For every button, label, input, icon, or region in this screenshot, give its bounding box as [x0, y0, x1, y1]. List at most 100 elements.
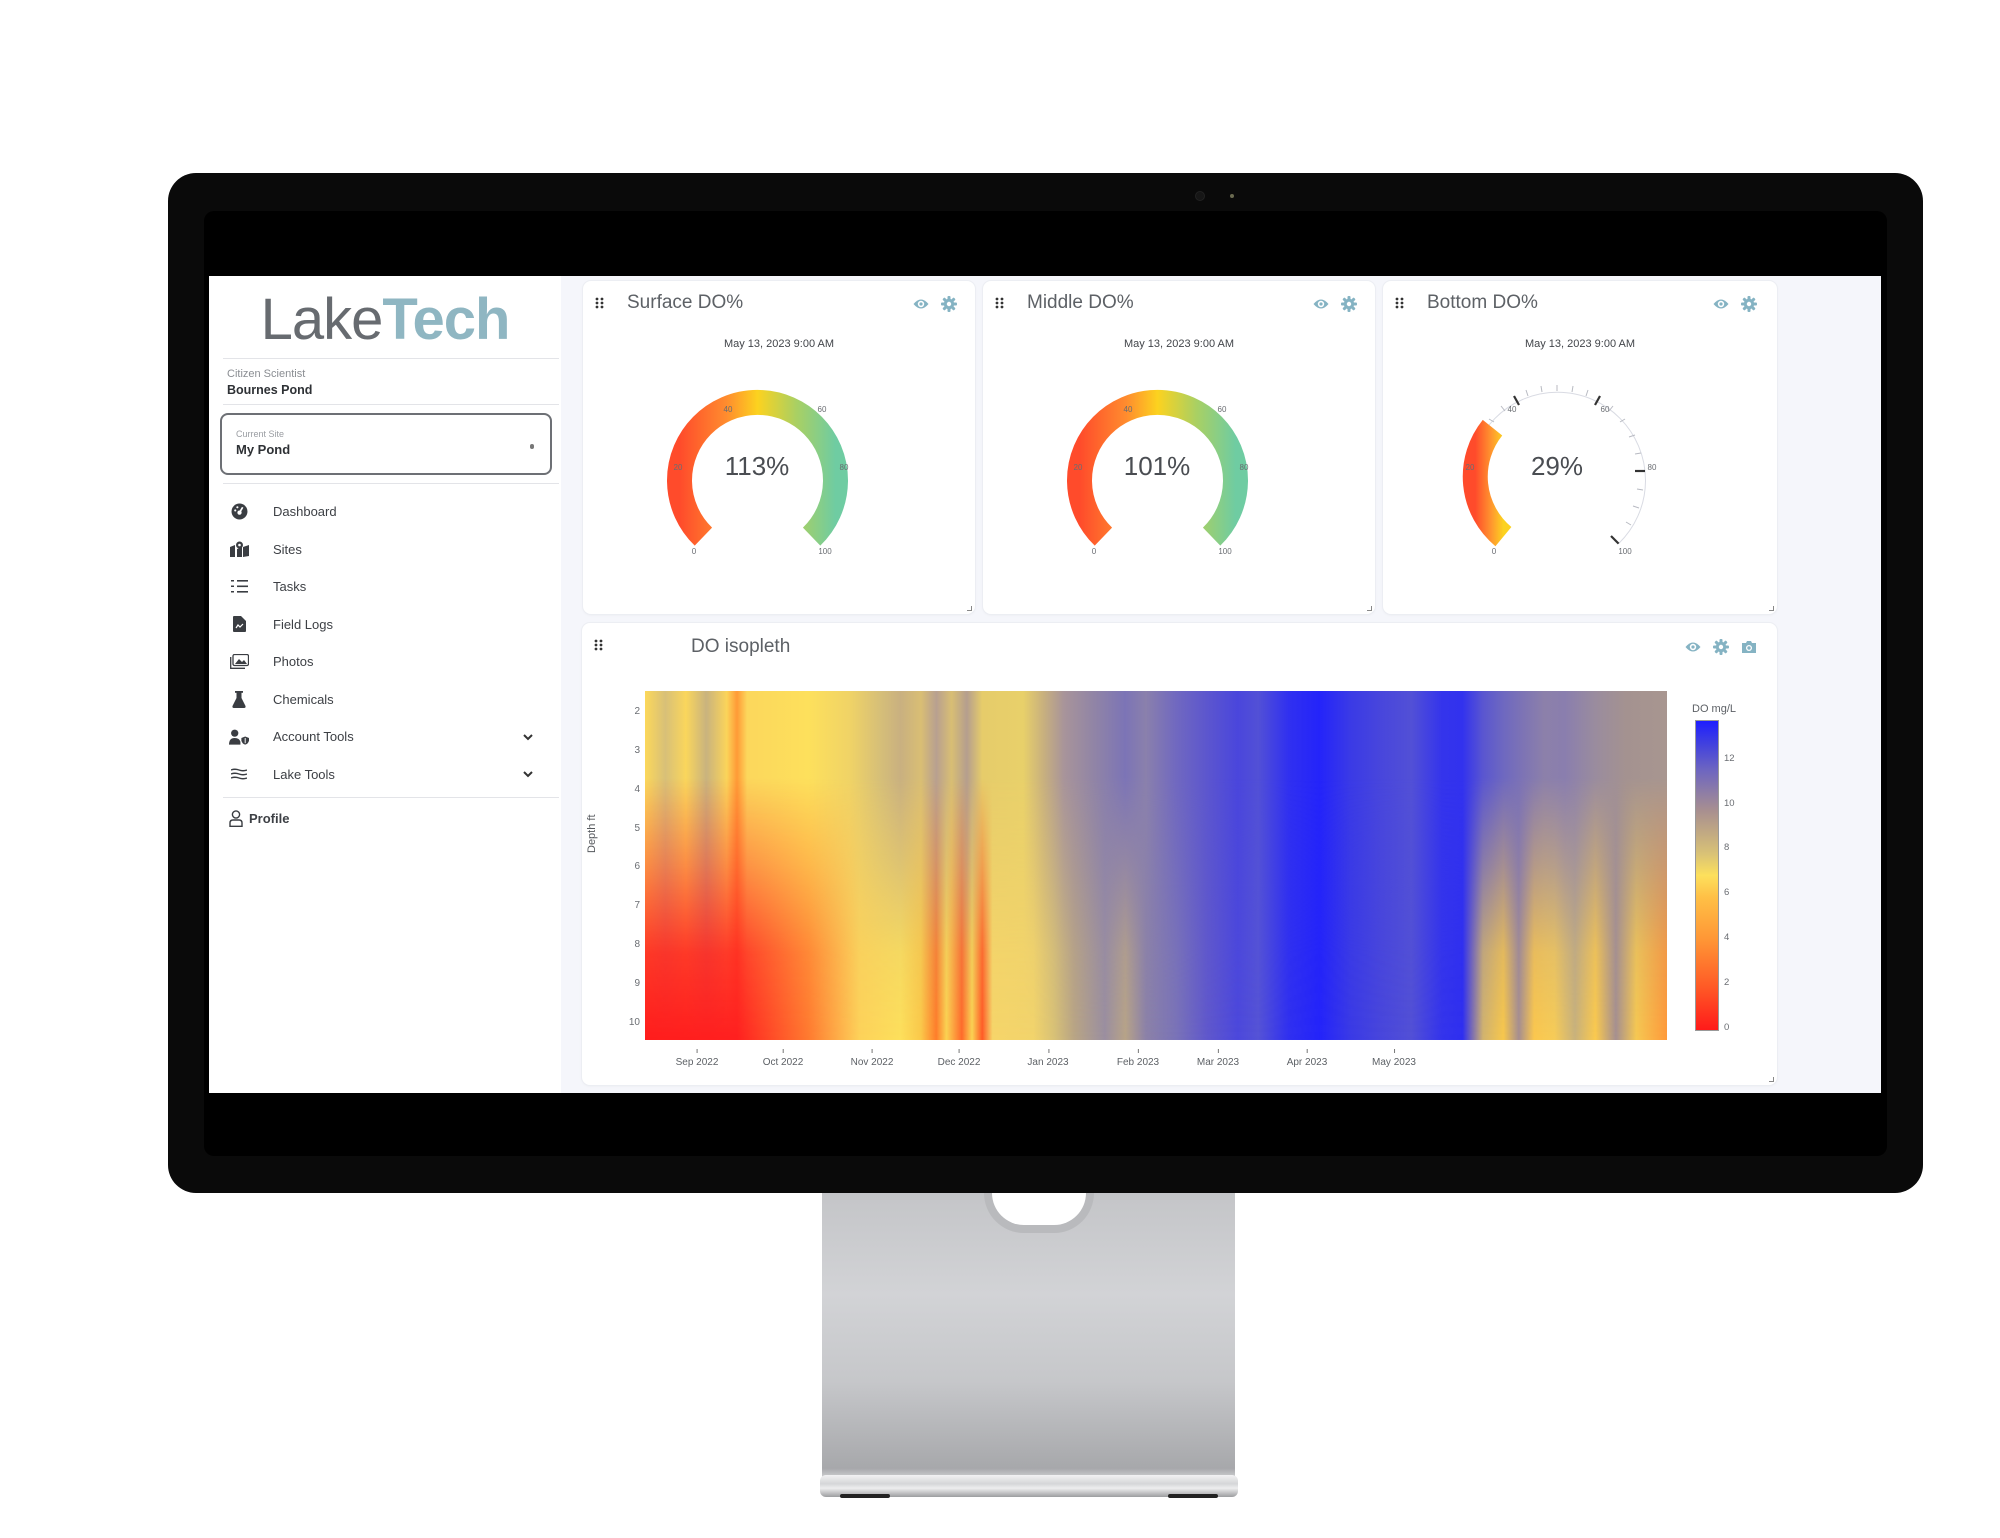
- x-tick: Feb 2023: [1116, 1049, 1160, 1068]
- gear-icon[interactable]: [941, 296, 957, 312]
- svg-text:40: 40: [1124, 405, 1133, 414]
- flask-icon: [229, 689, 249, 709]
- y-tick: 7: [634, 900, 640, 911]
- divider: [223, 483, 559, 484]
- eye-icon[interactable]: [1313, 296, 1329, 312]
- y-tick: 4: [634, 784, 640, 795]
- user-organization: Bournes Pond: [227, 383, 313, 397]
- y-tick: 9: [634, 978, 640, 989]
- svg-text:20: 20: [1466, 463, 1475, 472]
- colorbar-tick: 10: [1724, 798, 1735, 809]
- images-icon: [229, 652, 249, 672]
- sidebar-item-photos[interactable]: Photos: [209, 643, 561, 681]
- svg-text:0: 0: [1092, 547, 1097, 556]
- resize-handle[interactable]: [1769, 606, 1774, 611]
- svg-text:100: 100: [1618, 547, 1632, 556]
- gauge-chart: 0 20 40 60 80 100 101%: [1067, 389, 1249, 556]
- svg-text:0: 0: [1492, 547, 1497, 556]
- x-tick: May 2023: [1372, 1049, 1416, 1068]
- stand-foot: [1168, 1494, 1218, 1498]
- gauge-date: May 13, 2023 9:00 AM: [1524, 338, 1636, 350]
- svg-text:20: 20: [1074, 463, 1083, 472]
- sidebar-item-label: Photos: [273, 654, 314, 670]
- eye-icon[interactable]: [913, 296, 929, 312]
- divider: [223, 797, 559, 798]
- svg-text:100: 100: [818, 547, 832, 556]
- map-marker-icon: [229, 539, 249, 559]
- heatmap-layer-surface: [645, 691, 1667, 1040]
- card-title: Middle DO%: [1027, 292, 1134, 313]
- sidebar-item-label: Field Logs: [273, 616, 333, 632]
- y-axis-label: Depth ft: [586, 814, 598, 853]
- drag-handle-icon[interactable]: [1395, 297, 1405, 309]
- chevron-down-icon[interactable]: [521, 730, 535, 744]
- svg-text:0: 0: [692, 547, 697, 556]
- profile-label: Profile: [249, 810, 290, 826]
- colorbar-tick: 2: [1724, 977, 1730, 988]
- camera-icon: [1195, 191, 1205, 201]
- gear-icon[interactable]: [1341, 296, 1357, 312]
- eye-icon[interactable]: [1685, 639, 1701, 655]
- svg-text:100: 100: [1218, 547, 1232, 556]
- resize-handle[interactable]: [1769, 1077, 1774, 1082]
- monitor-stand: [822, 1193, 1235, 1483]
- isopleth-heatmap[interactable]: [645, 691, 1667, 1040]
- gear-icon[interactable]: [1741, 296, 1757, 312]
- eye-icon[interactable]: [1713, 296, 1729, 312]
- svg-text:40: 40: [1508, 405, 1517, 414]
- gauge-value: 113%: [725, 451, 790, 481]
- drag-handle-icon[interactable]: [594, 639, 604, 651]
- sidebar-item-label: Sites: [273, 541, 302, 557]
- sidebar: LakeTech Citizen Scientist Bournes Pond …: [209, 276, 561, 1093]
- svg-text:40: 40: [724, 405, 733, 414]
- profile-link[interactable]: Profile: [229, 806, 289, 830]
- gauge-card-surface: Surface DO% May 13, 2023 9:00 AM 0 20 40…: [583, 281, 975, 614]
- drag-handle-icon[interactable]: [595, 297, 605, 309]
- colorbar: [1695, 720, 1719, 1031]
- stand-foot: [840, 1494, 890, 1498]
- gauge-value: 29%: [1531, 451, 1583, 481]
- x-tick: Nov 2022: [850, 1049, 894, 1068]
- y-tick: 8: [634, 939, 640, 950]
- sidebar-item-lake-tools[interactable]: Lake Tools: [209, 756, 561, 794]
- card-title: Bottom DO%: [1427, 292, 1538, 313]
- colorbar-title: DO mg/L: [1692, 703, 1737, 715]
- resize-handle[interactable]: [1367, 606, 1372, 611]
- sidebar-item-chemicals[interactable]: Chemicals: [209, 681, 561, 719]
- app-logo[interactable]: LakeTech: [209, 286, 561, 353]
- chevron-down-icon[interactable]: [521, 767, 535, 781]
- divider: [223, 358, 559, 359]
- sidebar-item-account-tools[interactable]: Account Tools: [209, 718, 561, 756]
- current-site-label: Current Site: [236, 429, 285, 439]
- sidebar-item-field-logs[interactable]: Field Logs: [209, 606, 561, 644]
- card-actions: [1313, 296, 1357, 312]
- card-actions: [913, 296, 957, 312]
- y-tick: 2: [634, 706, 640, 717]
- sidebar-item-dashboard[interactable]: Dashboard: [209, 493, 561, 531]
- sidebar-item-label: Account Tools: [273, 729, 354, 745]
- user-role: Citizen Scientist: [227, 368, 306, 380]
- logo-tech: Tech: [382, 287, 510, 352]
- drag-handle-icon[interactable]: [995, 297, 1005, 309]
- sidebar-item-tasks[interactable]: Tasks: [209, 568, 561, 606]
- x-tick: Dec 2022: [937, 1049, 981, 1068]
- svg-text:20: 20: [674, 463, 683, 472]
- gauge-card-middle: Middle DO% May 13, 2023 9:00 AM 0 20 40 …: [983, 281, 1375, 614]
- select-arrow-icon: [530, 444, 534, 449]
- x-tick: Oct 2022: [762, 1049, 804, 1068]
- current-site-value: My Pond: [236, 442, 291, 457]
- svg-text:60: 60: [1218, 405, 1227, 414]
- camera-icon[interactable]: [1741, 639, 1757, 655]
- resize-handle[interactable]: [967, 606, 972, 611]
- current-site-select[interactable]: Current Site My Pond: [220, 413, 552, 475]
- user-shield-icon: [229, 727, 249, 747]
- logo-lake: Lake: [260, 287, 384, 352]
- x-tick: Jan 2023: [1027, 1049, 1069, 1068]
- svg-text:80: 80: [840, 463, 849, 472]
- card-title: DO isopleth: [691, 636, 791, 657]
- svg-text:80: 80: [1240, 463, 1249, 472]
- x-tick: Apr 2023: [1286, 1049, 1328, 1068]
- gear-icon[interactable]: [1713, 639, 1729, 655]
- sidebar-item-sites[interactable]: Sites: [209, 531, 561, 569]
- water-waves-icon: [229, 764, 249, 784]
